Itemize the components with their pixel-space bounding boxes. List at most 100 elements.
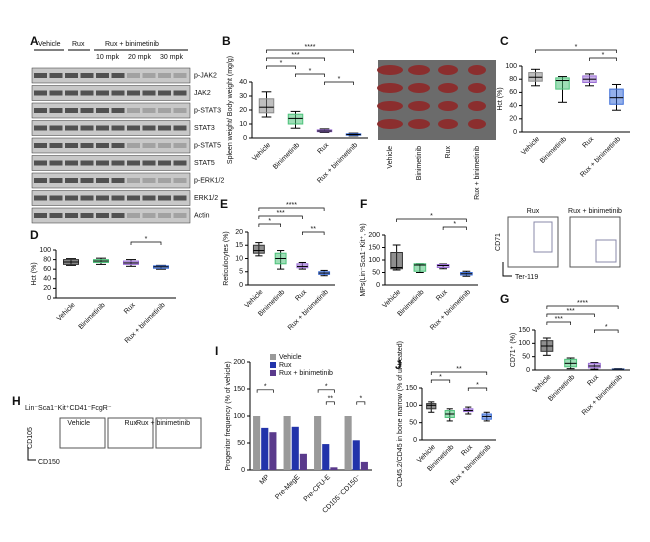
bar: [322, 444, 330, 470]
sig-label: *: [359, 396, 362, 403]
panel-letter: C: [500, 34, 509, 48]
band: [111, 108, 125, 113]
band: [65, 143, 78, 148]
axis-label: CD71: [495, 233, 502, 251]
blot-strip: [31, 190, 191, 206]
band: [34, 108, 47, 113]
band-label: Actin: [194, 212, 210, 219]
flow-plot: [155, 417, 202, 449]
gate: [595, 239, 617, 263]
sig-bracket: [302, 231, 325, 235]
band: [65, 213, 78, 218]
y-tick-label: 100: [518, 340, 530, 347]
spleen: [408, 101, 430, 111]
band: [111, 73, 125, 78]
band: [173, 213, 187, 218]
axis-label: CD150: [38, 459, 60, 466]
x-tick-label: Vehicle: [520, 136, 541, 157]
x-tick-label: Vehicle: [244, 289, 265, 310]
band: [111, 143, 125, 148]
band: [80, 195, 94, 201]
y-tick-label: 60: [43, 266, 51, 273]
band: [96, 73, 109, 78]
blot-strip: [31, 207, 191, 224]
y-axis-label: CD45.2/CD45 in bone marrow (% of untreat…: [397, 341, 404, 487]
legend-label: Vehicle: [279, 354, 302, 361]
sig-bracket: [325, 401, 335, 405]
sig-bracket: [546, 305, 619, 309]
flow-plot: [59, 417, 106, 449]
bar: [291, 426, 299, 470]
y-axis-label: Progenitor frequency (% of vehicle): [225, 361, 232, 470]
bar: [360, 461, 368, 470]
band: [158, 195, 171, 201]
y-tick-label: 100: [368, 257, 380, 264]
band: [96, 125, 109, 131]
y-tick-label: 20: [235, 229, 243, 236]
spleen: [408, 65, 430, 75]
y-tick-label: 150: [233, 386, 245, 393]
sig-bracket: [130, 241, 162, 245]
y-tick-label: 50: [409, 420, 417, 427]
band: [127, 160, 140, 166]
panel-letter: I: [215, 344, 218, 358]
y-tick-label: 150: [405, 385, 417, 392]
band: [34, 143, 47, 148]
band-label: ERK1/2: [194, 195, 218, 202]
band: [34, 90, 47, 96]
flow-plot: [107, 417, 154, 449]
band: [111, 160, 125, 166]
band: [142, 195, 156, 201]
panel-letter: J: [395, 358, 402, 372]
spleen: [438, 83, 458, 93]
y-tick-label: 100: [39, 247, 51, 254]
y-tick-label: 10: [239, 121, 247, 128]
box: [258, 98, 275, 114]
band: [49, 213, 63, 218]
band: [142, 160, 156, 166]
band: [158, 178, 171, 183]
sig-bracket: [594, 329, 619, 333]
band: [127, 143, 140, 148]
flow-title: Rux + binimetinib: [136, 420, 190, 427]
y-tick-label: 10: [235, 255, 243, 262]
lane-label: Rux: [72, 41, 85, 48]
spleen: [438, 119, 458, 129]
band: [34, 213, 47, 218]
spleen: [377, 65, 403, 75]
y-tick-label: 80: [43, 256, 51, 263]
band-label: p-JAK2: [194, 72, 217, 79]
y-tick-label: 100: [233, 413, 245, 420]
band: [127, 90, 140, 96]
band: [173, 195, 187, 201]
y-tick-label: 50: [522, 354, 530, 361]
band: [173, 73, 187, 78]
band: [111, 90, 125, 96]
y-tick-label: 15: [235, 242, 243, 249]
box: [426, 403, 437, 410]
y-tick-label: 40: [43, 276, 51, 283]
y-tick-label: 200: [233, 359, 245, 366]
bar: [330, 467, 338, 470]
y-tick-label: 80: [509, 76, 517, 83]
bar: [269, 432, 277, 470]
sig-label: ****: [577, 300, 588, 307]
sig-label: *: [264, 384, 267, 391]
sig-label: *: [439, 374, 442, 381]
box: [413, 263, 427, 272]
band: [80, 73, 94, 78]
band: [80, 213, 94, 218]
lane-label: Rux + binimetinib: [105, 41, 159, 48]
bar: [253, 416, 261, 470]
band-label: p-STAT3: [194, 107, 221, 114]
band: [49, 160, 63, 166]
band: [127, 213, 140, 218]
band: [111, 213, 125, 218]
x-tick-label: Rux: [581, 135, 595, 149]
band: [49, 143, 63, 148]
band: [173, 108, 187, 113]
sig-label: *: [602, 52, 605, 59]
flow-title: Rux: [527, 208, 540, 215]
band: [96, 90, 109, 96]
